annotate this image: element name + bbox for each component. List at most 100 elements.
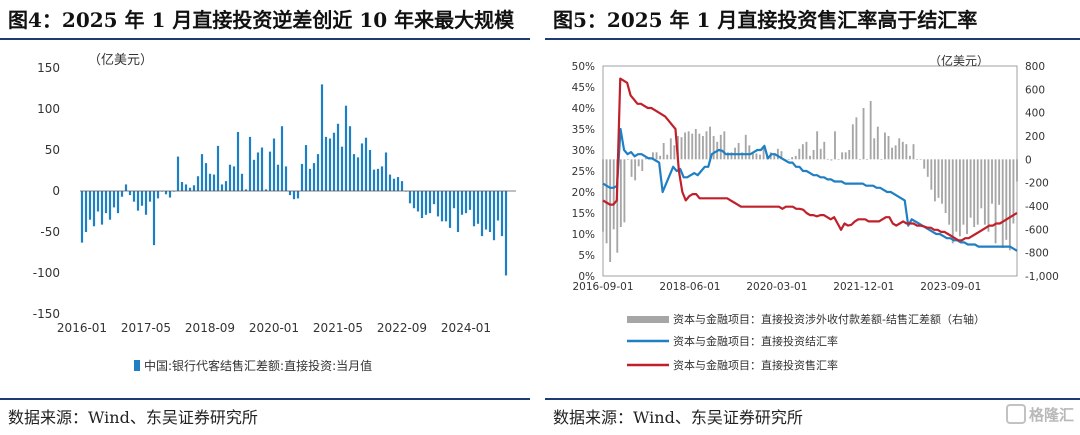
right-bar xyxy=(662,143,665,160)
left-bar xyxy=(140,191,144,206)
right-bar xyxy=(776,148,779,160)
left-bar xyxy=(108,191,112,220)
figure-4-source: 数据来源：Wind、东吴证券研究所 xyxy=(8,408,258,427)
right-bar xyxy=(705,131,708,160)
left-bar xyxy=(264,189,268,191)
right-right-axis-tick: -600 xyxy=(1025,224,1049,236)
right-left-axis-tick: 15% xyxy=(572,208,595,220)
right-bar xyxy=(652,152,654,160)
right-bar xyxy=(862,108,865,160)
left-bar xyxy=(80,191,84,243)
left-bar xyxy=(280,126,284,191)
right-bar xyxy=(859,159,861,160)
left-bar xyxy=(144,191,148,215)
left-bar xyxy=(132,191,136,202)
right-bar xyxy=(880,159,883,160)
right-bar xyxy=(923,159,926,169)
right-bar xyxy=(627,159,629,160)
left-bar xyxy=(156,191,160,199)
right-bar xyxy=(905,144,908,160)
watermark: 格隆汇 xyxy=(1005,404,1074,425)
left-x-tick-label: 2018-09 xyxy=(185,321,235,335)
right-right-axis-tick: -800 xyxy=(1025,248,1049,260)
right-bar xyxy=(969,159,972,218)
left-bar xyxy=(468,191,472,210)
left-bar xyxy=(96,191,100,212)
left-bar xyxy=(408,191,412,204)
right-legend-label-sales: 资本与金融项目：直接投资售汇率 xyxy=(673,358,838,372)
left-bar xyxy=(100,191,104,225)
right-right-axis-tick: 0 xyxy=(1025,154,1032,166)
left-bar xyxy=(488,191,492,232)
right-right-axis-tick: -400 xyxy=(1025,201,1049,213)
right-bar xyxy=(741,152,744,160)
left-bar xyxy=(120,191,124,197)
right-bar xyxy=(891,147,894,160)
left-x-tick-label: 2017-05 xyxy=(121,321,171,335)
left-bar xyxy=(464,191,468,214)
right-bar xyxy=(855,117,858,160)
left-bar xyxy=(444,191,448,222)
right-bar xyxy=(623,159,626,223)
left-bar xyxy=(424,191,428,215)
left-bar xyxy=(356,157,360,191)
right-bar xyxy=(916,159,918,160)
left-bar xyxy=(196,176,200,191)
left-bar xyxy=(272,138,276,191)
right-bar xyxy=(751,152,754,160)
right-bar xyxy=(666,154,669,160)
right-bar xyxy=(819,148,822,160)
right-bar xyxy=(762,147,765,160)
left-bar xyxy=(348,126,352,191)
right-bar xyxy=(1016,159,1018,182)
right-bar xyxy=(851,124,854,160)
right-bar xyxy=(641,159,644,171)
left-x-tick-label: 2020-01 xyxy=(249,321,299,335)
right-x-tick-label: 2018-06-01 xyxy=(659,281,720,293)
right-bar xyxy=(866,159,869,160)
right-bar xyxy=(919,159,922,160)
right-bar xyxy=(937,159,940,198)
right-bar xyxy=(834,131,836,160)
right-bar xyxy=(994,159,997,244)
left-bar xyxy=(104,191,108,214)
left-y-tick-label: 150 xyxy=(37,61,60,75)
right-x-tick-label: 2023-09-01 xyxy=(920,281,981,293)
figure-5-combo-chart: （亿美元） 0% 5% 10% 15% 20% 25% 30% 35% 40% 45% 50% -1,0… xyxy=(572,53,1059,372)
left-bar xyxy=(364,137,368,191)
right-bar xyxy=(680,137,683,160)
left-bar xyxy=(260,147,264,191)
right-bar xyxy=(684,132,687,160)
left-bar xyxy=(136,191,140,211)
left-bar xyxy=(412,191,416,209)
left-bar xyxy=(332,132,336,191)
left-bar xyxy=(504,191,508,276)
left-bar xyxy=(148,191,152,202)
left-legend-swatch xyxy=(134,360,140,371)
left-unit-label: （亿美元） xyxy=(88,53,153,68)
left-bar xyxy=(336,123,340,191)
right-bar xyxy=(844,152,847,160)
right-bar xyxy=(609,159,612,262)
right-bar xyxy=(759,154,761,160)
left-y-tick-label: -150 xyxy=(33,307,60,321)
left-bar xyxy=(340,146,344,191)
right-bar xyxy=(630,159,633,177)
right-bar xyxy=(602,159,604,232)
right-bar xyxy=(941,159,943,204)
right-left-axis-tick: 40% xyxy=(572,103,595,115)
right-bar xyxy=(1008,159,1011,251)
right-bar xyxy=(987,159,990,232)
right-left-axis-tick: 30% xyxy=(572,145,595,157)
right-bar xyxy=(826,159,829,160)
figure-5-bottom-rule xyxy=(545,398,1080,400)
right-left-axis-tick: 50% xyxy=(572,61,595,73)
figure-4-bottom-rule xyxy=(0,398,530,400)
left-bar xyxy=(368,150,372,191)
right-bar xyxy=(691,133,694,160)
left-bar xyxy=(316,154,320,191)
left-bar xyxy=(92,191,96,227)
right-bar xyxy=(980,159,983,209)
right-bar xyxy=(848,150,851,160)
right-bar xyxy=(687,131,690,160)
